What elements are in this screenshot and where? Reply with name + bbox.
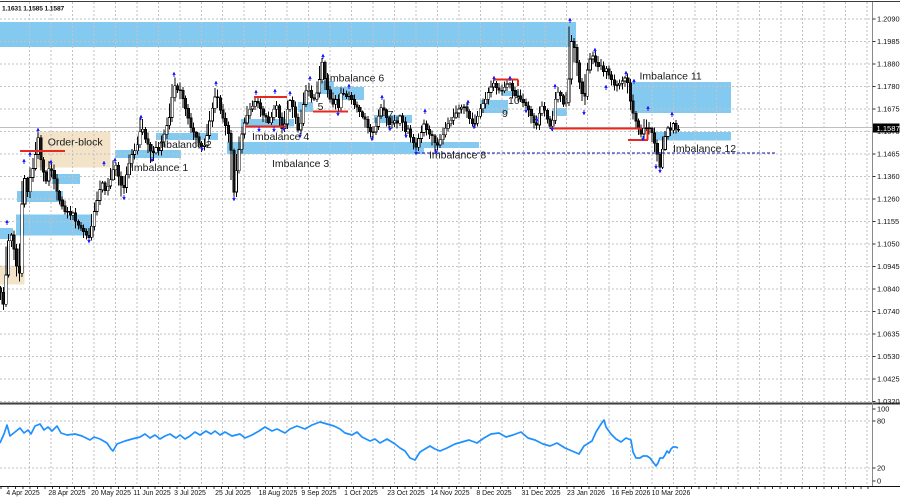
svg-text:1.1880: 1.1880 <box>877 60 900 69</box>
svg-text:9 Sep 2025: 9 Sep 2025 <box>301 490 336 497</box>
svg-text:1.1360: 1.1360 <box>877 172 900 181</box>
svg-text:1.0740: 1.0740 <box>877 307 900 316</box>
svg-text:1 Oct 2025: 1 Oct 2025 <box>344 490 378 497</box>
svg-text:1.1050: 1.1050 <box>877 240 900 249</box>
svg-text:Imbalance 12: Imbalance 12 <box>673 143 736 155</box>
svg-text:23 Oct 2025: 23 Oct 2025 <box>387 490 425 497</box>
svg-text:Order-block: Order-block <box>48 137 104 149</box>
svg-text:20: 20 <box>877 464 885 473</box>
svg-text:1.0320: 1.0320 <box>877 397 900 406</box>
svg-text:1.1985: 1.1985 <box>877 37 900 46</box>
svg-text:28 Apr 2025: 28 Apr 2025 <box>48 490 85 497</box>
svg-text:0: 0 <box>877 477 881 486</box>
svg-text:100: 100 <box>877 405 889 414</box>
svg-text:10: 10 <box>508 95 520 107</box>
svg-text:Imbalance 1: Imbalance 1 <box>131 162 188 174</box>
svg-text:1.0425: 1.0425 <box>877 375 900 384</box>
svg-text:10 Mar 2026: 10 Mar 2026 <box>652 490 691 497</box>
svg-text:1.0530: 1.0530 <box>877 352 900 361</box>
svg-text:1.1675: 1.1675 <box>877 105 900 114</box>
svg-text:1.1155: 1.1155 <box>877 217 899 226</box>
svg-text:1.0635: 1.0635 <box>877 330 900 339</box>
svg-text:11 Jun 2025: 11 Jun 2025 <box>133 490 171 497</box>
svg-text:8 Dec 2025: 8 Dec 2025 <box>476 490 511 497</box>
svg-text:25 Jul 2025: 25 Jul 2025 <box>215 490 251 497</box>
svg-text:1.2090: 1.2090 <box>877 15 900 24</box>
svg-text:5: 5 <box>318 101 324 113</box>
svg-text:Imbalance 3: Imbalance 3 <box>272 158 329 170</box>
svg-text:Imbalance 8: Imbalance 8 <box>429 150 486 162</box>
svg-text:1.0840: 1.0840 <box>877 285 900 294</box>
svg-text:31 Dec 2025: 31 Dec 2025 <box>521 490 560 497</box>
svg-text:Imbalance 2: Imbalance 2 <box>155 139 212 151</box>
svg-text:1.1780: 1.1780 <box>877 82 900 91</box>
svg-text:Imbalance 11: Imbalance 11 <box>640 71 702 83</box>
svg-text:4 Apr 2025: 4 Apr 2025 <box>6 490 40 497</box>
svg-text:1.1465: 1.1465 <box>877 150 900 159</box>
svg-text:7: 7 <box>388 109 394 121</box>
svg-text:18 Aug 2025: 18 Aug 2025 <box>259 490 298 497</box>
svg-text:16 Feb 2026: 16 Feb 2026 <box>612 490 651 497</box>
svg-text:80: 80 <box>877 417 885 426</box>
svg-text:20 May 2025: 20 May 2025 <box>91 490 131 497</box>
svg-text:Imbalance 4: Imbalance 4 <box>252 131 309 143</box>
svg-text:14 Nov 2025: 14 Nov 2025 <box>430 490 469 497</box>
svg-text:9: 9 <box>502 108 508 120</box>
svg-text:1.1587: 1.1587 <box>877 124 900 133</box>
svg-text:1.1260: 1.1260 <box>877 195 900 204</box>
svg-text:23 Jan 2026: 23 Jan 2026 <box>567 490 605 497</box>
svg-text:1.1631 1.1585 1.1587: 1.1631 1.1585 1.1587 <box>2 6 65 13</box>
svg-text:3 Jul 2025: 3 Jul 2025 <box>174 490 206 497</box>
svg-text:Imbalance 6: Imbalance 6 <box>327 73 384 85</box>
svg-text:1.0945: 1.0945 <box>877 262 900 271</box>
